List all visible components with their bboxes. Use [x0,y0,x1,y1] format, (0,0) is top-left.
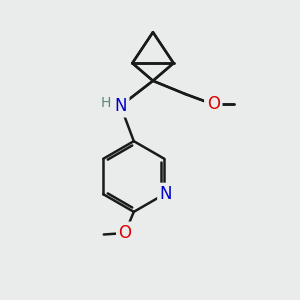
Text: N: N [160,185,172,203]
Text: N: N [114,97,127,115]
Text: N: N [114,97,127,115]
Text: O: O [207,95,220,113]
Text: O: O [207,95,220,113]
Text: H: H [103,97,113,110]
Text: O: O [118,224,131,242]
Text: H: H [100,96,111,110]
